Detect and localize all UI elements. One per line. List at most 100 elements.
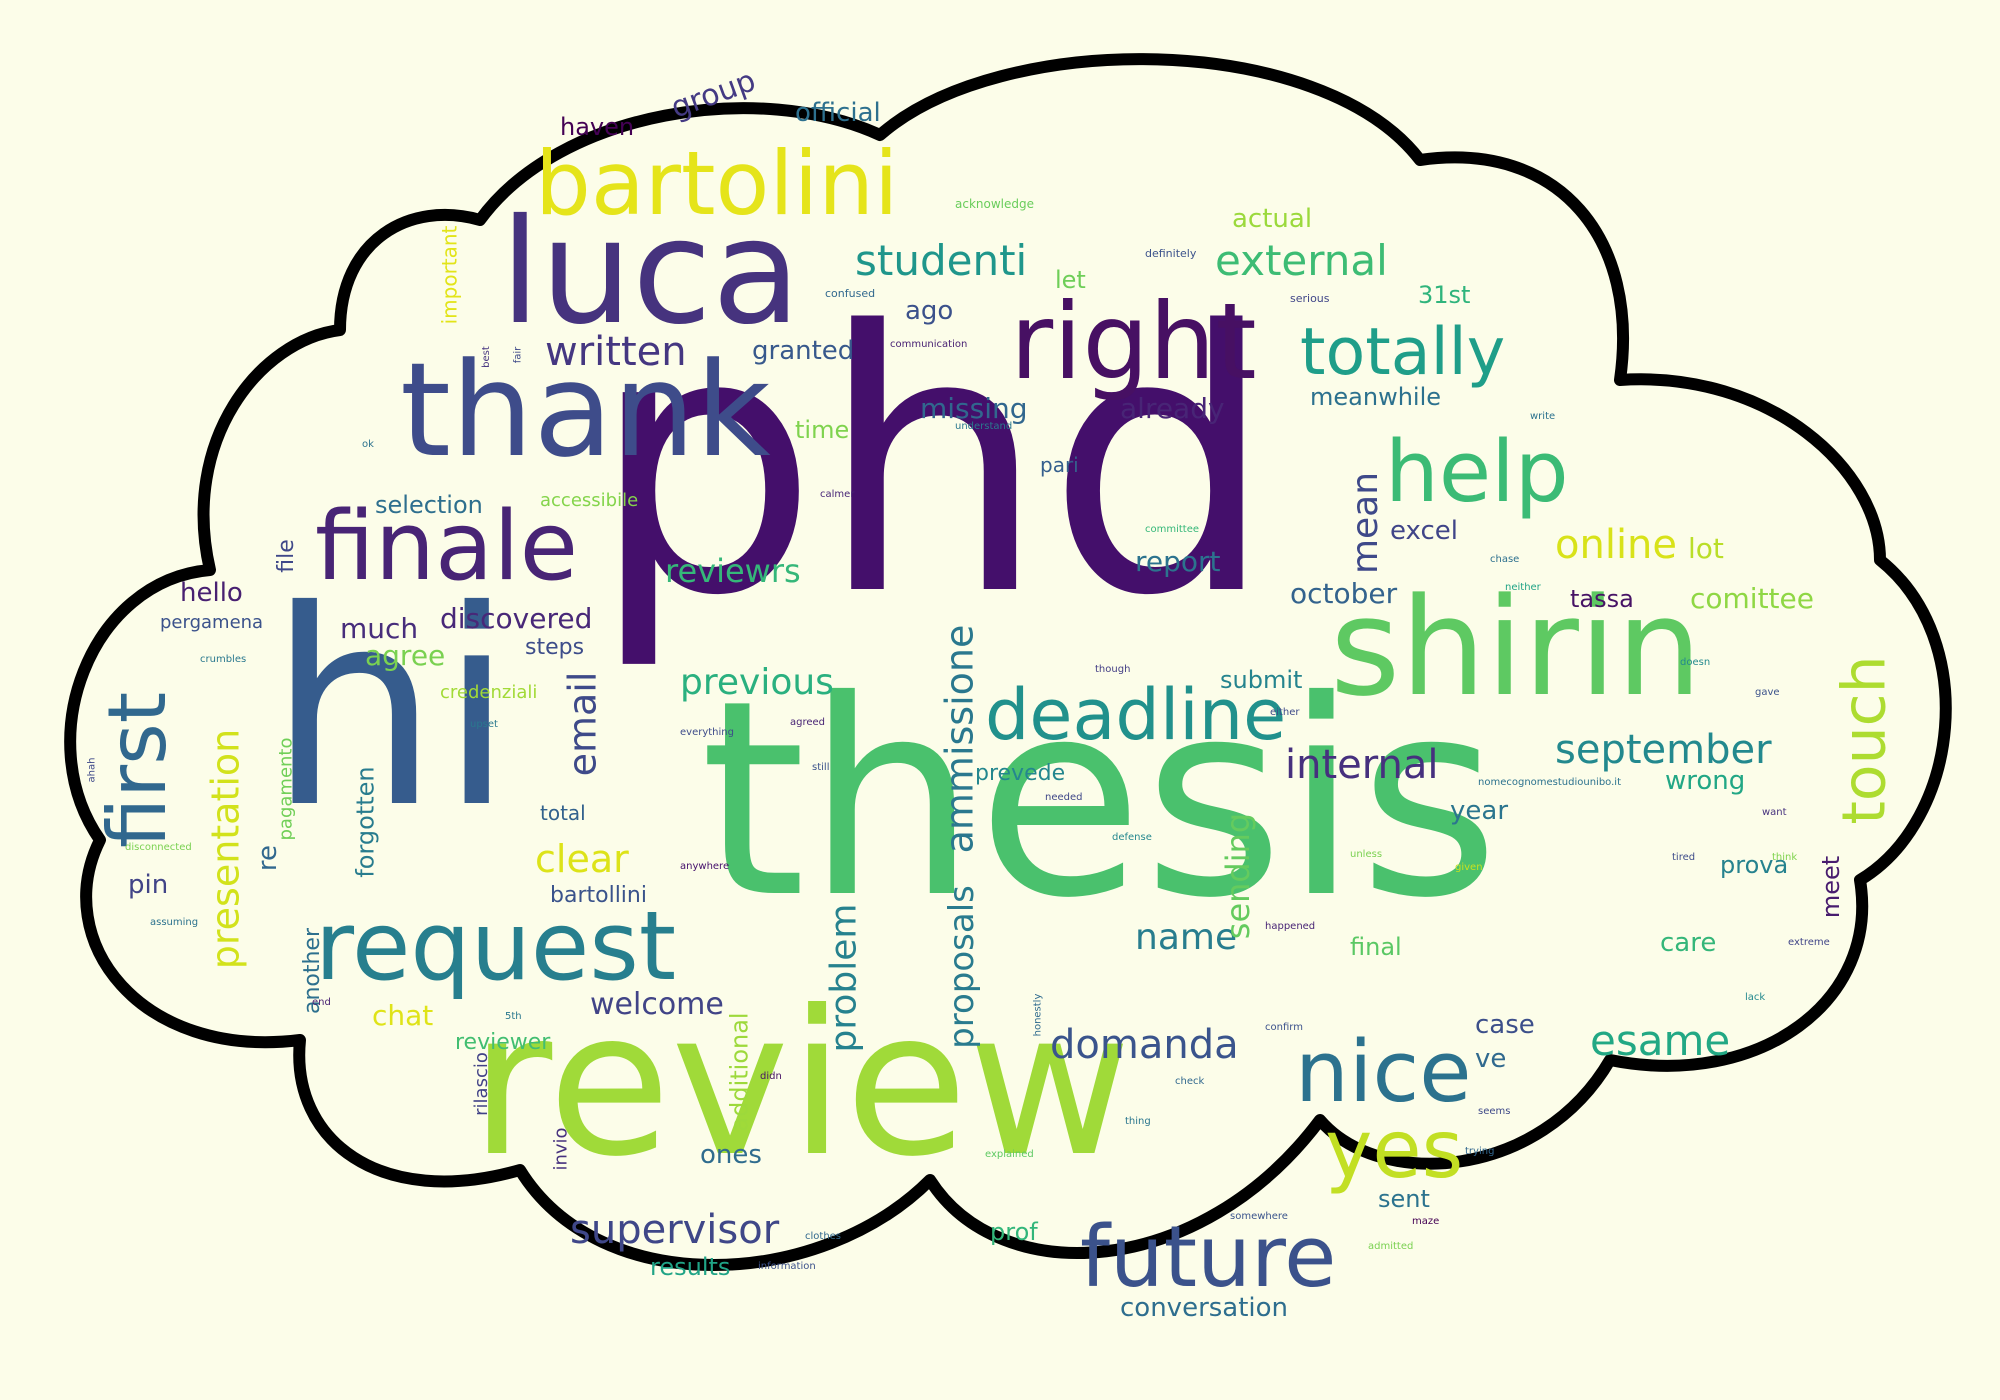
word-agree: agree <box>365 639 446 672</box>
word-fair: fair <box>512 346 524 364</box>
word-communication: communication <box>890 339 968 350</box>
word-maze: maze <box>1412 1216 1440 1227</box>
word-pin: pin <box>128 870 169 900</box>
word-file: file <box>273 539 299 573</box>
word-right: right <box>1010 281 1257 403</box>
word-bartolini: bartolini <box>535 132 899 235</box>
word-pagamento: pagamento <box>275 737 297 841</box>
word-either: either <box>1270 707 1300 718</box>
word-pari: pari <box>1040 453 1079 477</box>
word-rilascio: rilascio <box>470 1052 492 1116</box>
word-meet: meet <box>1817 855 1846 919</box>
word-acknowledge: acknowledge <box>955 197 1034 211</box>
word-5th: 5th <box>505 1011 522 1022</box>
word-lot: lot <box>1688 532 1724 565</box>
word-proposals: proposals <box>941 885 982 1049</box>
word-future: future <box>1080 1208 1337 1307</box>
word-ok: ok <box>362 439 374 450</box>
word-31st: 31st <box>1418 281 1471 309</box>
word-yes: yes <box>1325 1103 1464 1196</box>
word-prova: prova <box>1720 851 1789 879</box>
word-phd: phd <box>590 255 1276 674</box>
word-reviewrs: reviewrs <box>665 552 801 590</box>
word-write: write <box>1530 411 1556 422</box>
word-ammissione: ammissione <box>937 624 982 854</box>
word-finale: finale <box>315 492 579 602</box>
word-deadline: deadline <box>985 674 1287 756</box>
word-chat: chat <box>372 999 434 1032</box>
word-credenziali: credenziali <box>440 682 538 703</box>
word-nomecognomestudiounibo: nomecognomestudiounibo.it <box>1478 777 1621 788</box>
word-actual: actual <box>1232 204 1313 234</box>
word-external: external <box>1215 236 1388 285</box>
word-honestly: honestly <box>1032 993 1044 1037</box>
word-total: total <box>540 801 586 825</box>
word-crumbles: crumbles <box>200 654 247 665</box>
word-anywhere: anywhere <box>680 861 730 872</box>
word-ahah: ahah <box>86 757 98 783</box>
word-though: though <box>1095 664 1131 675</box>
word-final: final <box>1350 933 1402 961</box>
word-domanda: domanda <box>1050 1022 1239 1068</box>
word-much: much <box>340 612 419 645</box>
word-lack: lack <box>1745 992 1766 1003</box>
word-nice: nice <box>1295 1023 1472 1122</box>
word-email: email <box>560 671 605 777</box>
word-defense: defense <box>1112 832 1152 843</box>
word-re: re <box>253 844 284 872</box>
word-somewhere: somewhere <box>1230 1211 1288 1222</box>
word-first: first <box>91 691 185 849</box>
word-confused: confused <box>825 287 876 300</box>
word-disconnected: disconnected <box>125 842 192 853</box>
word-gave: gave <box>1755 687 1780 698</box>
word-excel: excel <box>1390 516 1458 546</box>
word-admitted: admitted <box>1368 1241 1414 1252</box>
word-already: already <box>1120 392 1225 425</box>
word-shirin: shirin <box>1330 569 1702 726</box>
word-granted: granted <box>752 336 855 366</box>
word-pergamena: pergamena <box>160 612 264 633</box>
word-totally: totally <box>1300 315 1506 390</box>
word-september: september <box>1555 727 1772 773</box>
word-touch: touch <box>1829 655 1900 825</box>
word-thesis: thesis <box>700 642 1500 957</box>
word-invio: invio <box>550 1127 572 1171</box>
word-time: time <box>795 416 850 444</box>
word-internal: internal <box>1285 742 1439 788</box>
word-haven: haven <box>560 113 635 141</box>
word-everything: everything <box>680 727 734 738</box>
word-end: end <box>312 997 331 1008</box>
word-care: care <box>1660 928 1717 958</box>
word-calmer: calmer <box>820 489 855 500</box>
word-accessibile: accessibile <box>540 490 639 511</box>
word-thank: thank <box>400 334 771 486</box>
word-assuming: assuming <box>150 917 199 928</box>
word-comittee: comittee <box>1690 582 1814 615</box>
word-case: case <box>1475 1010 1535 1040</box>
word-clothes: clothes <box>805 1231 842 1242</box>
word-year: year <box>1450 796 1509 826</box>
word-official: official <box>795 98 881 128</box>
word-presentation: presentation <box>203 728 248 970</box>
word-prof: prof <box>990 1218 1038 1246</box>
word-previous: previous <box>680 662 834 703</box>
word-check: check <box>1175 1076 1205 1087</box>
word-written: written <box>545 329 687 375</box>
word-information: information <box>758 1261 816 1272</box>
word-still: still <box>812 762 830 773</box>
word-committee: committee <box>1145 524 1200 535</box>
word-selection: selection <box>375 491 483 519</box>
word-submit: submit <box>1220 666 1303 694</box>
word-studenti: studenti <box>855 236 1028 285</box>
word-missing: missing <box>920 392 1028 425</box>
word-hi: hi <box>268 552 515 867</box>
word-tassa: tassa <box>1570 585 1634 613</box>
word-thing: thing <box>1125 1116 1151 1127</box>
word-serious: serious <box>1290 292 1330 305</box>
word-chase: chase <box>1490 554 1520 565</box>
word-discovered: discovered <box>440 602 593 635</box>
word-neither: neither <box>1505 582 1541 593</box>
word-want: want <box>1762 807 1787 818</box>
